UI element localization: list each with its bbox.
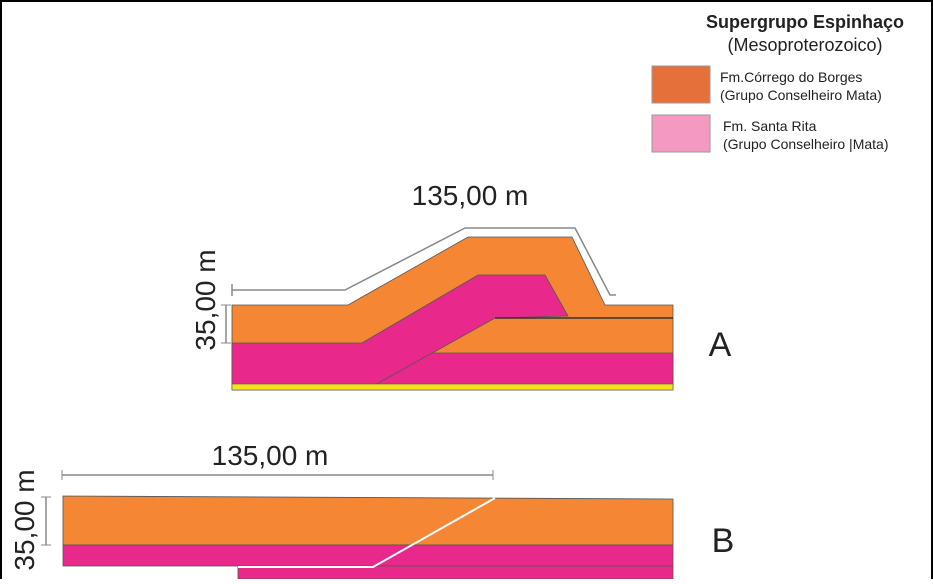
- legend-sublabel: (Grupo Conselheiro |Mata): [723, 136, 888, 152]
- base-layer: [232, 384, 673, 390]
- legend-label: Fm.Córrego do Borges: [720, 69, 862, 85]
- section-label: B: [712, 522, 735, 560]
- height-label: 35,00 m: [9, 469, 40, 570]
- legend-label: Fm. Santa Rita: [723, 118, 817, 134]
- pink-layer: [63, 545, 673, 566]
- legend-sublabel: (Grupo Conselheiro Mata): [720, 87, 882, 103]
- legend-subtitle: (Mesoproterozoico): [727, 35, 882, 55]
- diagram: Supergrupo Espinhaço (Mesoproterozoico) …: [0, 0, 933, 579]
- width-label: 135,00 m: [212, 440, 329, 471]
- legend-swatch: [652, 66, 710, 103]
- width-label: 135,00 m: [412, 180, 529, 211]
- legend-swatch: [652, 115, 710, 152]
- legend-title: Supergrupo Espinhaço: [706, 12, 904, 32]
- section-label: A: [709, 326, 732, 364]
- orange-layer: [63, 496, 673, 545]
- height-label: 35,00 m: [190, 249, 221, 350]
